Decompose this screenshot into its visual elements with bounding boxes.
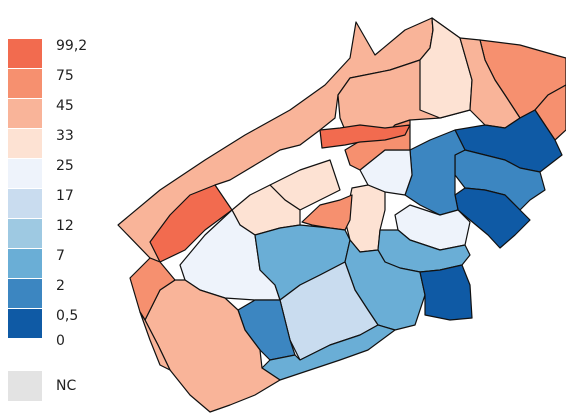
legend-label: 12 [56, 218, 74, 234]
legend-swatch [8, 39, 42, 68]
map-zone [279, 261, 379, 361]
legend-item: 99,2 [8, 38, 98, 68]
legend-item: 33 [8, 128, 98, 158]
legend-swatch [8, 69, 42, 98]
map-zone [139, 311, 171, 371]
legend-swatch [8, 189, 42, 218]
legend-label: 75 [56, 68, 74, 84]
legend-nc-swatch [8, 371, 42, 401]
legend-swatch [8, 309, 42, 338]
legend-swatch [8, 249, 42, 278]
legend-item: 17 [8, 188, 98, 218]
legend-item: 45 [8, 98, 98, 128]
legend-item: 7 [8, 248, 98, 278]
legend-swatch [8, 279, 42, 308]
legend-item: 12 [8, 218, 98, 248]
legend-swatch [8, 99, 42, 128]
legend-label: 0,5 [56, 308, 79, 324]
legend-label: 45 [56, 98, 74, 114]
legend-item: 0 [8, 333, 98, 363]
map-zone [261, 324, 396, 381]
legend-nc-item: NC [8, 371, 98, 401]
legend-label: 17 [56, 188, 74, 204]
legend-label: 7 [56, 248, 65, 264]
legend-swatch [8, 159, 42, 188]
map-zone [454, 187, 531, 249]
legend-item: 0,5 [8, 308, 98, 338]
legend-label: 2 [56, 278, 65, 294]
legend-swatch [8, 129, 42, 158]
map-zone [149, 184, 233, 263]
map-zone [144, 279, 281, 413]
legend-label: 99,2 [56, 38, 88, 54]
legend-item: 25 [8, 158, 98, 188]
legend-label: 33 [56, 128, 74, 144]
legend-item: 2 [8, 278, 98, 308]
legend-label: 0 [56, 333, 65, 349]
legend-label: 25 [56, 158, 74, 174]
legend-swatch [8, 219, 42, 248]
map-zone [301, 194, 353, 231]
map-zone [419, 264, 473, 321]
legend-item: 75 [8, 68, 98, 98]
map-zone [319, 124, 411, 149]
legend-nc-label: NC [56, 378, 77, 394]
